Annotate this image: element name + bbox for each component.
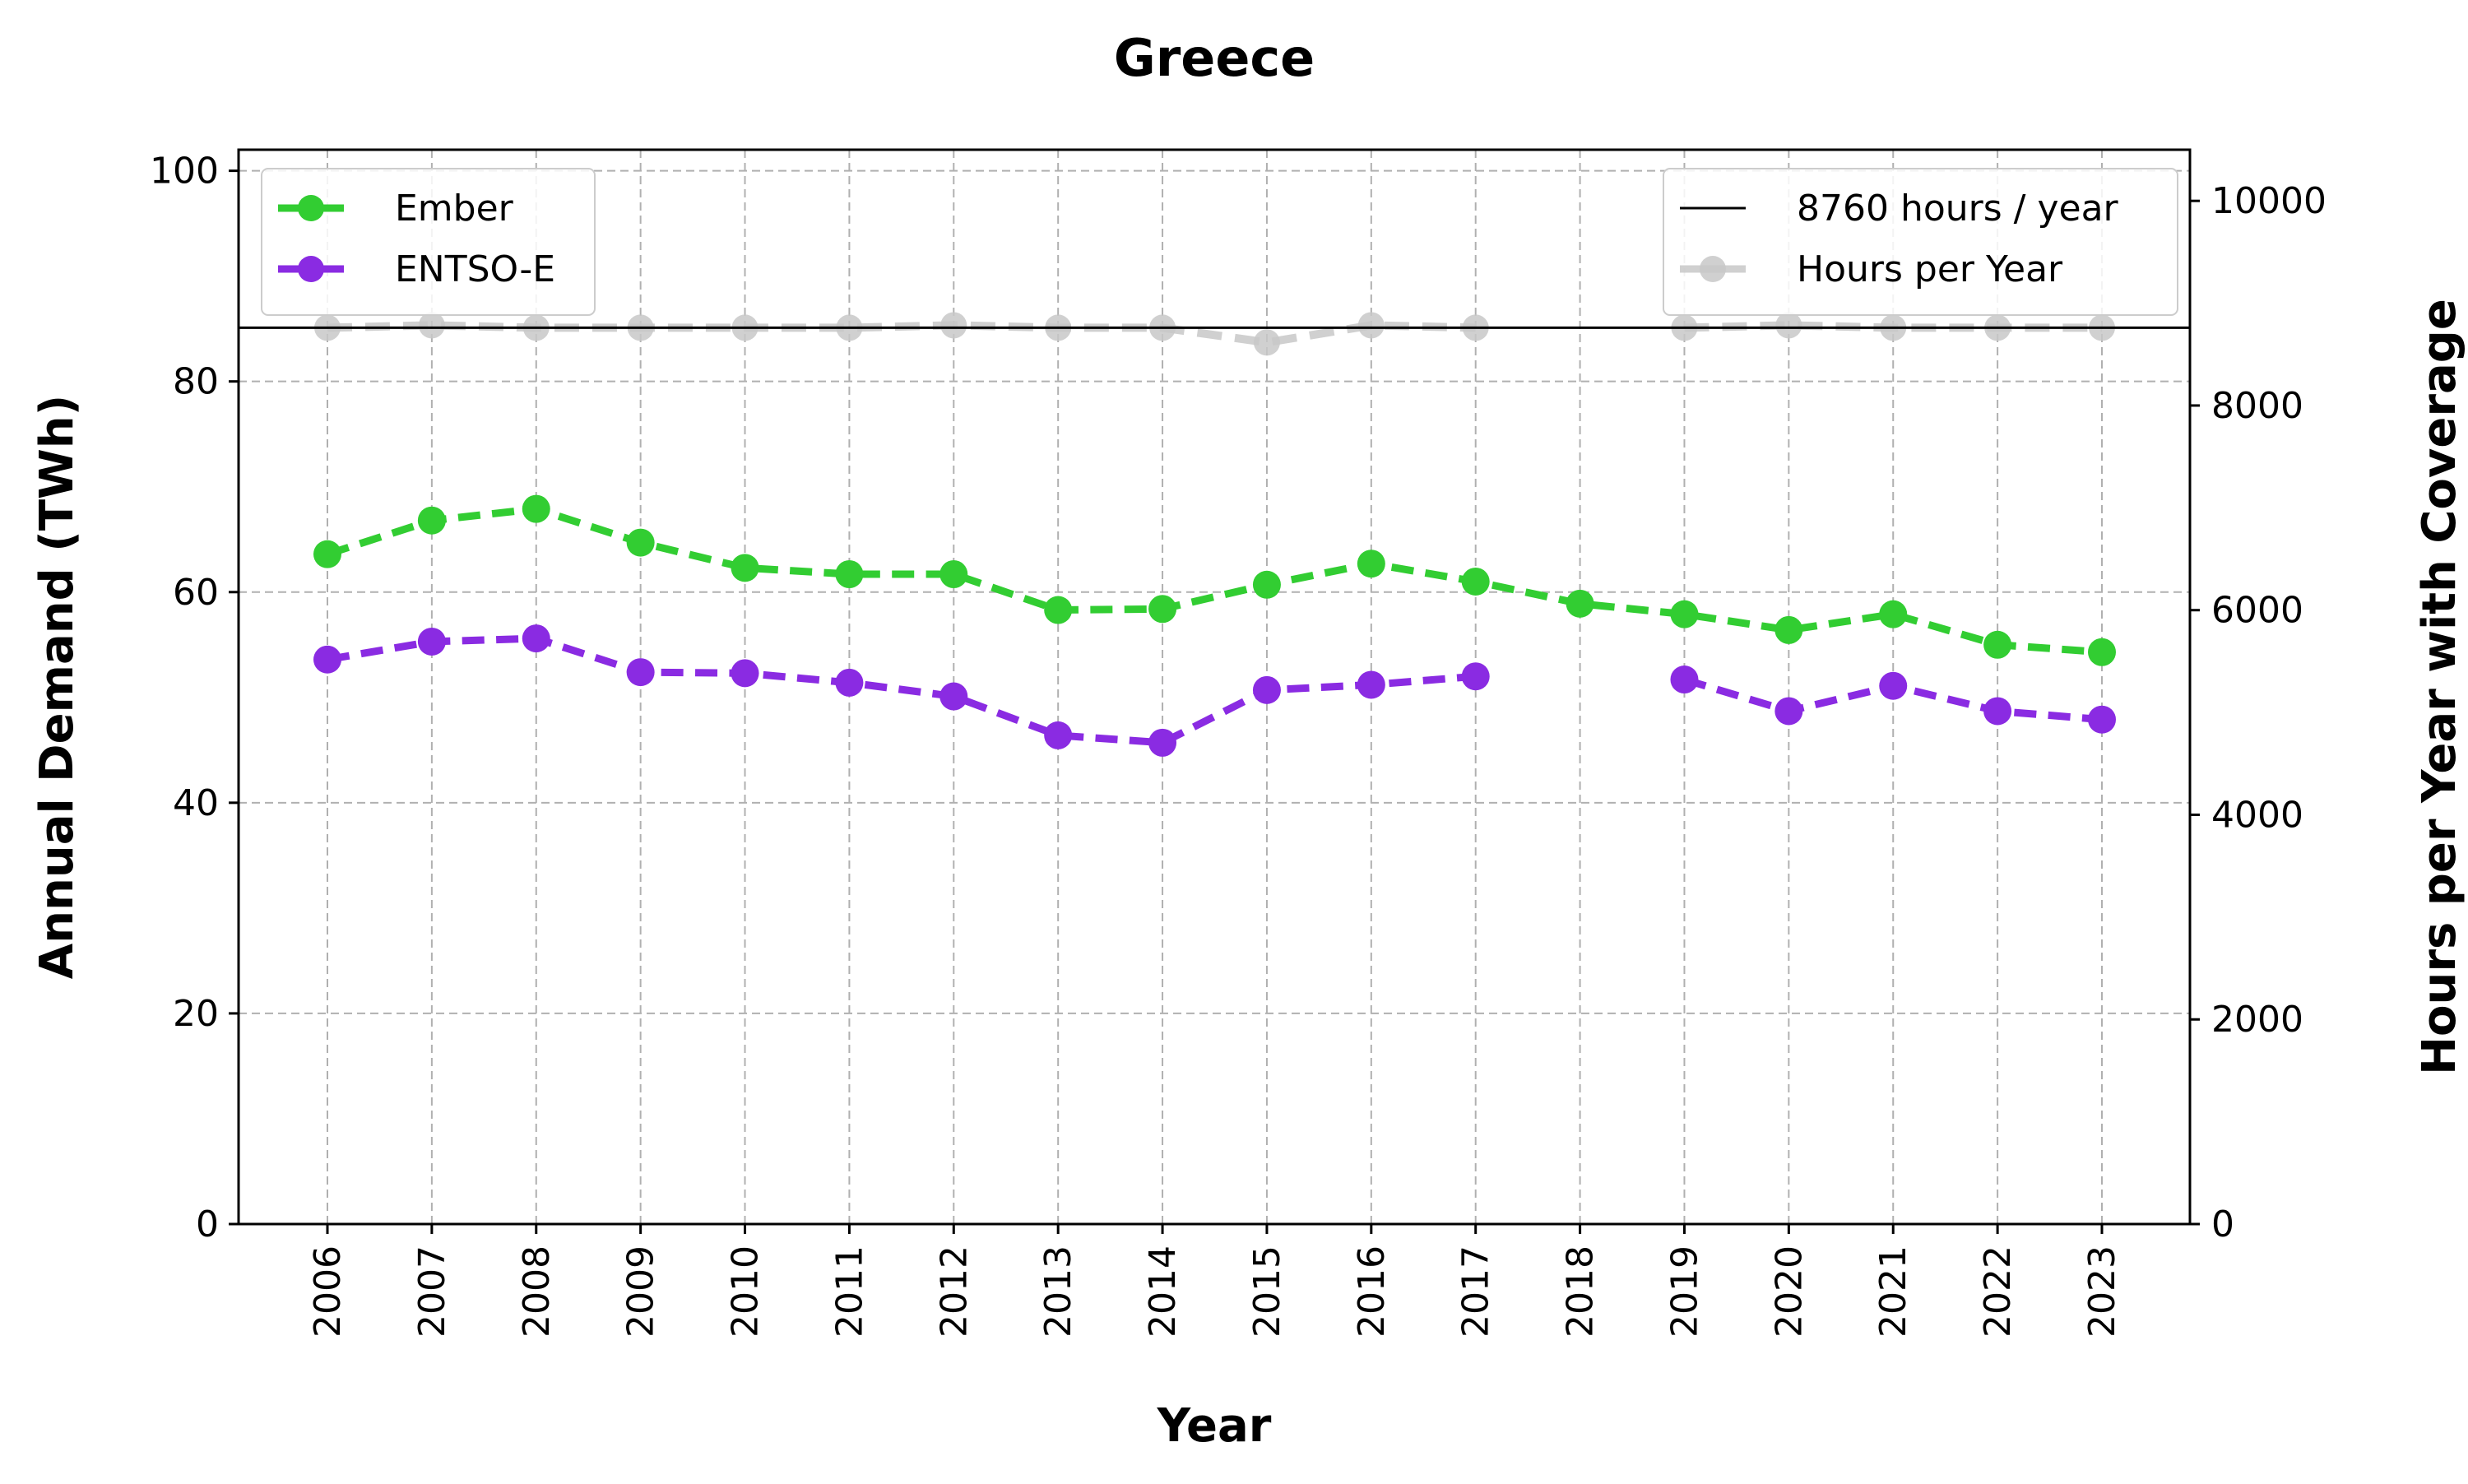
y2-tick-label: 8000 <box>2211 385 2303 427</box>
data-point <box>313 540 341 568</box>
legend-box <box>1663 168 2178 316</box>
data-point <box>835 668 864 697</box>
y-tick-label: 0 <box>196 1203 219 1245</box>
x-tick-label: 2018 <box>1560 1245 1602 1338</box>
data-point <box>1357 550 1385 578</box>
x-tick-label: 2019 <box>1663 1245 1705 1338</box>
y-tick-label: 60 <box>173 572 219 614</box>
legend-label: Hours per Year <box>1797 248 2063 290</box>
data-point <box>939 682 968 711</box>
data-point <box>1461 567 1490 596</box>
data-point <box>1670 600 1699 628</box>
data-point <box>1983 630 2012 659</box>
data-point <box>1879 671 1908 700</box>
x-tick-label: 2010 <box>725 1245 767 1338</box>
x-tick-label: 2008 <box>516 1245 558 1338</box>
chart-title: Greece <box>1114 28 1315 88</box>
x-tick-label: 2012 <box>933 1245 975 1338</box>
y2-axis-label: Hours per Year with Coverage <box>2413 299 2466 1075</box>
x-tick-label: 2009 <box>620 1245 662 1338</box>
plot-frame <box>237 148 2192 1226</box>
data-point <box>940 312 967 339</box>
y-axis-label: Annual Demand (TWh) <box>30 395 84 980</box>
data-point <box>731 554 759 582</box>
legend-box <box>261 168 596 316</box>
data-point <box>1774 697 1803 726</box>
x-tick-label: 2017 <box>1455 1245 1497 1338</box>
data-point <box>1044 596 1073 624</box>
y2-tick-label: 2000 <box>2211 999 2303 1041</box>
legend-label: Ember <box>395 188 514 230</box>
data-point <box>835 559 864 588</box>
data-point <box>417 627 446 656</box>
y2-tick-label: 6000 <box>2211 590 2303 632</box>
x-tick-label: 2014 <box>1142 1245 1184 1338</box>
data-point <box>1357 670 1385 699</box>
data-point <box>1357 312 1385 339</box>
x-tick-label: 2020 <box>1768 1245 1810 1338</box>
y2-tick-label: 10000 <box>2211 180 2327 222</box>
y2-tick-label: 4000 <box>2211 794 2303 836</box>
data-point <box>731 659 759 688</box>
data-point <box>418 312 445 339</box>
data-point <box>1670 665 1699 694</box>
x-tick-label: 2011 <box>828 1245 870 1338</box>
data-point <box>1774 615 1803 644</box>
series-line <box>327 634 1477 747</box>
x-tick-label: 2015 <box>1246 1245 1288 1338</box>
legend-marker <box>298 256 324 282</box>
data-point <box>1148 595 1177 624</box>
data-point <box>939 559 968 588</box>
data-point <box>626 658 655 687</box>
data-point <box>1252 675 1281 704</box>
data-point <box>1148 728 1177 757</box>
data-point <box>2088 705 2116 734</box>
data-point <box>313 645 341 674</box>
legend-label: ENTSO-E <box>395 248 555 290</box>
x-tick-label: 2016 <box>1351 1245 1393 1338</box>
data-point <box>1775 312 1802 339</box>
x-tick-label: 2007 <box>411 1245 453 1338</box>
y-tick-label: 80 <box>173 361 219 403</box>
legend-label: 8760 hours / year <box>1797 188 2119 230</box>
x-tick-label: 2013 <box>1037 1245 1079 1338</box>
data-point <box>1461 662 1490 691</box>
data-point <box>1879 600 1908 628</box>
series-line <box>326 505 2103 656</box>
y-tick-label: 20 <box>173 993 219 1035</box>
data-point <box>2088 638 2116 666</box>
y-tick-label: 40 <box>173 782 219 824</box>
data-point <box>1566 589 1594 618</box>
data-point <box>522 624 550 653</box>
data-point <box>1253 329 1280 356</box>
x-tick-label: 2021 <box>1872 1245 1914 1338</box>
data-point <box>1983 697 2012 726</box>
x-tick-label: 2023 <box>2081 1245 2123 1338</box>
x-tick-label: 2022 <box>1977 1245 2019 1338</box>
legend-marker <box>1700 256 1726 282</box>
x-tick-label: 2006 <box>307 1245 349 1338</box>
data-point <box>1044 721 1073 749</box>
data-point <box>522 494 550 523</box>
data-point <box>1252 570 1281 599</box>
x-axis-label: Year <box>1157 1399 1272 1453</box>
y2-tick-label: 0 <box>2211 1203 2234 1245</box>
legend-marker <box>298 195 324 221</box>
data-point <box>626 528 655 557</box>
y-tick-label: 100 <box>150 151 219 192</box>
data-point <box>417 506 446 535</box>
